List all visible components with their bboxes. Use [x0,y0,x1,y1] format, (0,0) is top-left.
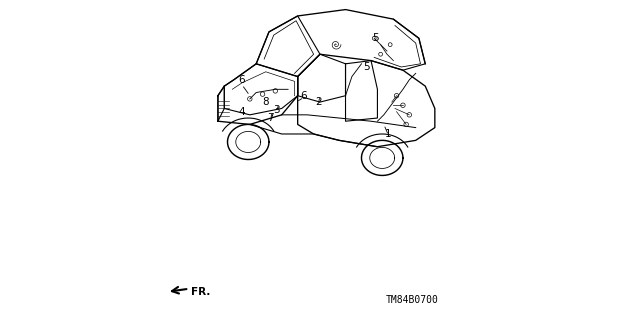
Text: 5: 5 [372,33,379,43]
Text: 2: 2 [315,97,322,107]
Text: 7: 7 [268,113,274,123]
Text: 6: 6 [301,91,307,101]
Text: 6: 6 [239,75,245,85]
Text: FR.: FR. [191,287,210,297]
Text: 8: 8 [262,97,269,107]
Text: TM84B0700: TM84B0700 [386,295,439,305]
Text: 5: 5 [363,62,369,72]
Text: 4: 4 [239,107,245,117]
Text: 1: 1 [385,129,392,139]
Text: 3: 3 [274,105,280,115]
